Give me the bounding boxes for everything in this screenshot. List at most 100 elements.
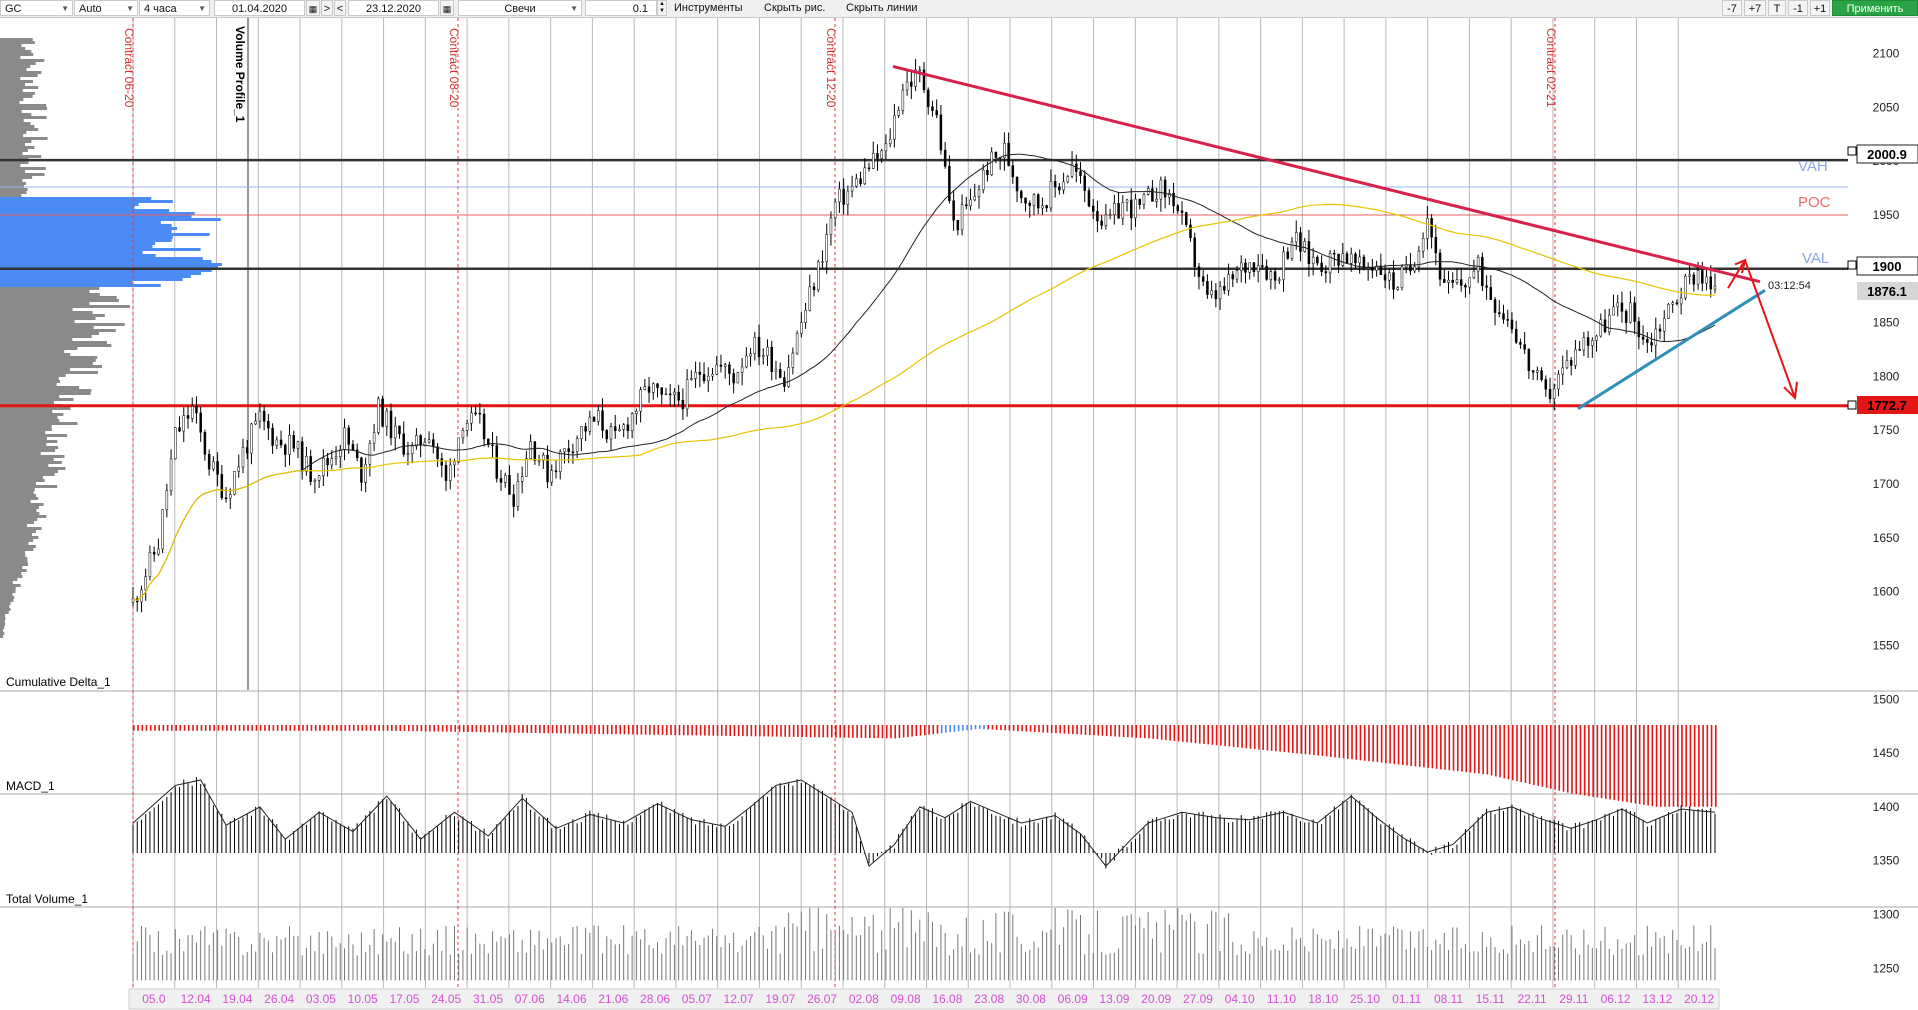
date-to-input[interactable]: 23.12.2020: [348, 0, 439, 16]
candle-body: [808, 286, 812, 311]
delta-bar: [289, 725, 292, 731]
delta-bar: [1152, 725, 1155, 739]
candle-body: [609, 426, 613, 440]
candle-body: [943, 149, 947, 167]
t-button[interactable]: T: [1768, 0, 1786, 16]
delta-bar: [420, 725, 423, 732]
delta-bar: [957, 725, 960, 732]
timeframe-select[interactable]: 4 часа ▼: [139, 0, 210, 16]
stepper-icon[interactable]: ▲ ▼: [657, 0, 667, 16]
calendar-icon[interactable]: ▦: [306, 0, 320, 16]
plus-7-button[interactable]: +7: [1744, 0, 1766, 16]
date-from-input[interactable]: 01.04.2020: [214, 0, 305, 16]
candle-body: [884, 143, 888, 152]
plus-1-button[interactable]: +1: [1810, 0, 1830, 16]
profile-bar: [0, 542, 29, 545]
profile-bar: [0, 209, 170, 212]
candle-body: [1417, 250, 1421, 267]
apply-button[interactable]: Применить: [1832, 0, 1918, 16]
candle-body: [1502, 313, 1505, 320]
delta-bar: [1571, 725, 1573, 794]
delta-bar: [1613, 725, 1616, 801]
delta-bar: [1304, 725, 1307, 755]
chevron-down-icon: ▼: [198, 4, 206, 13]
close-icon[interactable]: [1847, 400, 1857, 410]
delta-bar: [763, 725, 765, 737]
candle-body: [1172, 192, 1175, 207]
profile-bar: [0, 194, 22, 197]
calendar-icon[interactable]: ▦: [440, 0, 454, 16]
delta-bar: [1566, 725, 1569, 793]
profile-bar: [0, 239, 172, 242]
symbol-select[interactable]: GC ▼: [0, 0, 73, 16]
high-level-value: 2000.9: [1867, 147, 1907, 162]
candle-body: [499, 478, 503, 483]
candle-body: [973, 196, 977, 201]
candle-body: [262, 410, 266, 422]
delta-bar: [695, 725, 698, 736]
candle-body: [867, 167, 871, 170]
candle-body: [601, 410, 604, 431]
candle-body: [664, 393, 668, 396]
hide-lines-button[interactable]: Скрыть линии: [842, 0, 922, 16]
step-input[interactable]: 0.1: [585, 0, 657, 16]
delta-bar: [196, 725, 199, 731]
delta-bar: [856, 725, 858, 738]
candle-body: [305, 456, 308, 472]
candle-body: [330, 458, 334, 466]
candle-body: [546, 454, 549, 483]
profile-bar: [0, 263, 222, 266]
hide-drawings-button[interactable]: Скрыть рис.: [760, 0, 840, 16]
delta-bar: [564, 725, 567, 734]
candle-body: [1282, 251, 1285, 280]
contract-lines: Contract 06-20 Contract 08-20 Contract 12-…: [122, 18, 1558, 988]
chart-area[interactable]: Volume Profile_1 Contract 06-20 Contract …: [0, 18, 1918, 1010]
candle-body: [1003, 142, 1006, 159]
profile-bar: [0, 548, 34, 551]
candle-body: [1366, 267, 1370, 270]
chart-type-select[interactable]: Свечи ▼: [458, 0, 582, 16]
contract-label: Contract 08-20: [447, 28, 461, 108]
nav-next-button[interactable]: >: [321, 0, 333, 16]
delta-bar: [1211, 725, 1214, 745]
close-icon[interactable]: [1847, 146, 1857, 156]
candle-body: [372, 432, 376, 444]
candle-body: [300, 441, 304, 472]
delta-bar: [1698, 725, 1700, 807]
profile-bar: [0, 314, 105, 317]
profile-bar: [0, 515, 47, 518]
delta-bar: [1012, 725, 1015, 731]
candle-body: [1506, 319, 1509, 321]
delta-bar: [230, 725, 232, 731]
delta-bar: [1550, 725, 1552, 789]
profile-bar: [0, 419, 60, 422]
trend-drawings[interactable]: [892, 64, 1798, 410]
candle-body: [1371, 267, 1374, 271]
close-icon[interactable]: [1847, 260, 1857, 270]
mode-select[interactable]: Auto ▼: [74, 0, 138, 16]
candle-body: [965, 204, 968, 207]
candle-body: [1206, 281, 1209, 295]
delta-bar: [234, 725, 237, 731]
delta-bar: [670, 725, 672, 736]
delta-bar: [458, 725, 461, 732]
profile-bar: [0, 623, 6, 626]
candle-body: [461, 430, 465, 439]
chevron-down-icon: ▼: [61, 4, 69, 13]
delta-bar: [974, 725, 977, 730]
candle-body: [859, 178, 862, 185]
delta-bar: [902, 725, 905, 738]
nav-prev-button[interactable]: <: [334, 0, 346, 16]
candle-body: [1662, 318, 1666, 332]
minus-7-button[interactable]: -7: [1722, 0, 1742, 16]
delta-bar: [145, 725, 148, 731]
delta-bar: [238, 725, 241, 731]
date-tick-label: 14.06: [556, 992, 586, 1006]
candle-body: [1654, 328, 1658, 346]
delta-bar: [619, 725, 622, 735]
delta-bar: [1456, 725, 1459, 772]
minus-1-button[interactable]: -1: [1788, 0, 1808, 16]
delta-bar: [1482, 725, 1484, 775]
tools-menu[interactable]: Инструменты: [670, 0, 754, 16]
delta-bar: [699, 725, 702, 736]
